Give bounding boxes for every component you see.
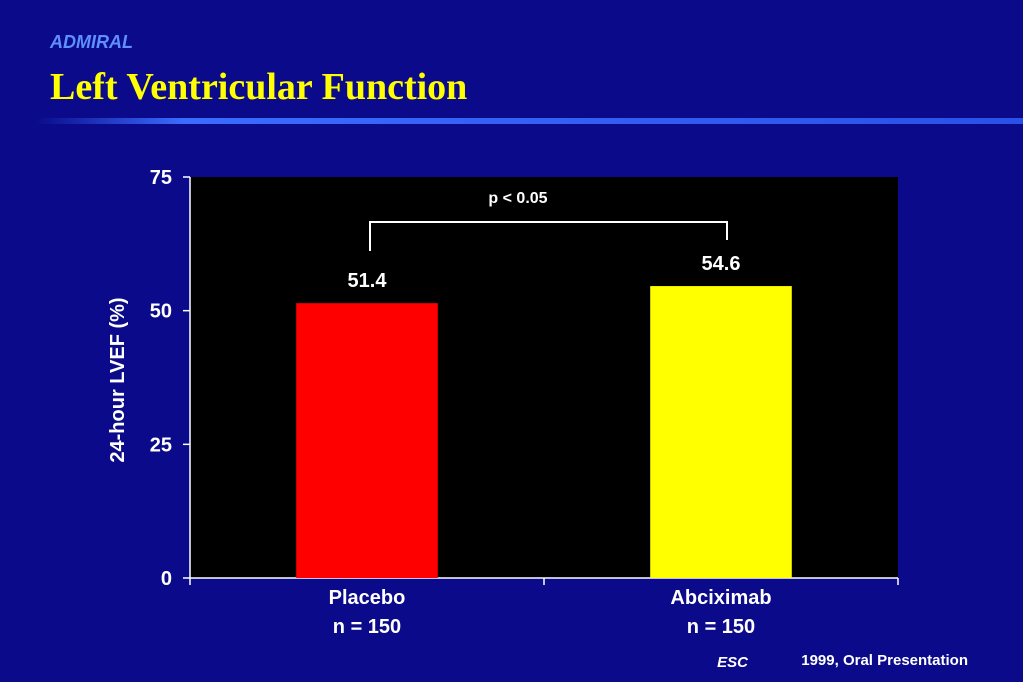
x-tick-label: n = 150 <box>333 616 401 638</box>
x-tick-label: Placebo <box>329 587 406 609</box>
title-rule <box>35 118 1023 124</box>
y-tick-label: 50 <box>150 301 172 323</box>
x-tick-label: Abciximab <box>670 587 771 609</box>
annotation: p < 0.05 <box>488 190 547 207</box>
title: Left Ventricular Function <box>50 66 467 108</box>
significance-bracket <box>369 221 728 251</box>
bar <box>650 286 792 578</box>
footer-source: ESC <box>717 654 749 671</box>
value-label: 51.4 <box>348 270 388 292</box>
chart: 0 25 50 75 Placebo n = 150 51.4 Abciximab n = 15… <box>150 167 899 638</box>
x-tick-label: n = 150 <box>687 616 755 638</box>
footer-note: 1999, Oral Presentation <box>801 652 968 669</box>
subtitle: ADMIRAL <box>49 32 133 52</box>
y-tick-label: 0 <box>161 568 172 590</box>
y-tick-label: 25 <box>150 434 172 456</box>
value-label: 54.6 <box>702 253 741 275</box>
bar <box>296 303 438 578</box>
y-tick-label: 75 <box>150 167 172 189</box>
y-axis-label: 24-hour LVEF (%) <box>107 297 129 462</box>
